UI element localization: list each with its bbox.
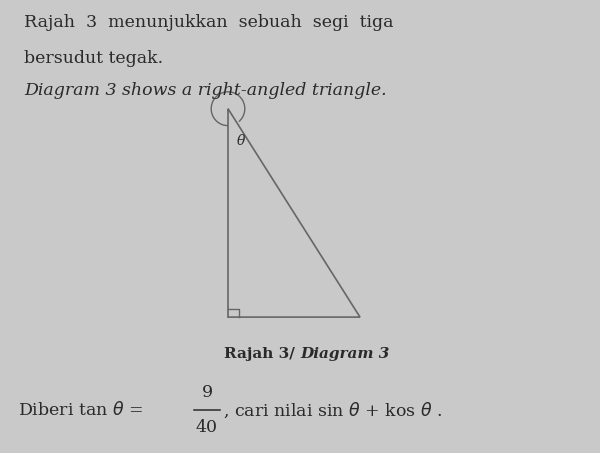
Text: Diagram 3: Diagram 3 — [300, 347, 389, 361]
Text: Rajah 3/: Rajah 3/ — [224, 347, 300, 361]
Text: 9: 9 — [202, 384, 212, 401]
Text: 40: 40 — [196, 419, 218, 436]
Text: Diberi tan $\theta$ =: Diberi tan $\theta$ = — [18, 401, 145, 419]
Text: Rajah  3  menunjukkan  sebuah  segi  tiga: Rajah 3 menunjukkan sebuah segi tiga — [24, 14, 394, 31]
Text: bersudut tegak.: bersudut tegak. — [24, 50, 163, 67]
Text: θ: θ — [237, 134, 245, 148]
Text: Diagram 3 shows a right-angled triangle.: Diagram 3 shows a right-angled triangle. — [24, 82, 386, 99]
Text: , cari nilai sin $\theta$ + kos $\theta$ .: , cari nilai sin $\theta$ + kos $\theta$… — [223, 400, 442, 419]
